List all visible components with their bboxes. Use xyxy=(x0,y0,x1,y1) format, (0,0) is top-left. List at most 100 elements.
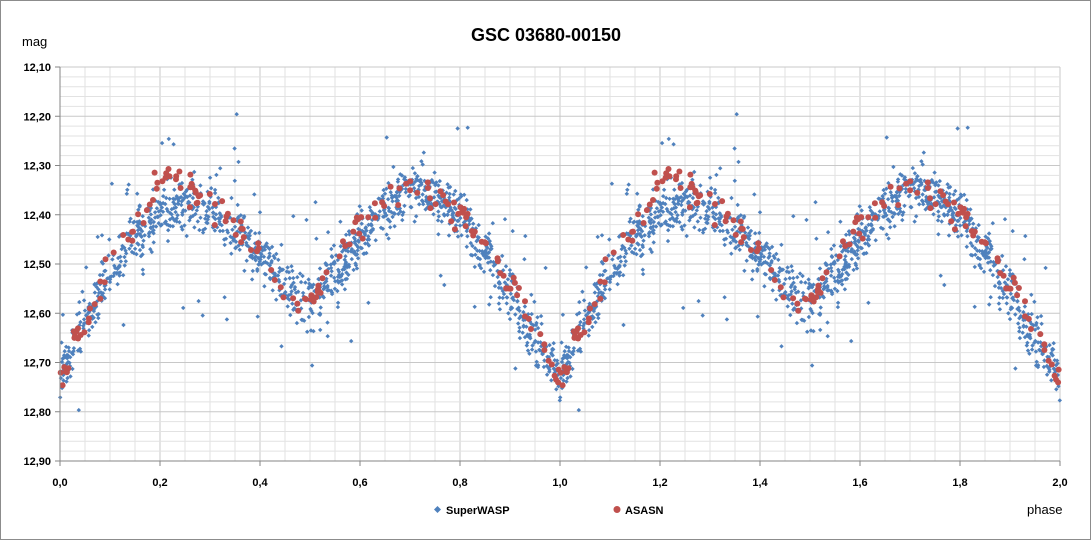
superwasp-point xyxy=(1015,298,1020,304)
superwasp-point xyxy=(715,225,720,230)
asasn-point xyxy=(963,214,970,221)
superwasp-point xyxy=(695,204,700,209)
superwasp-point xyxy=(769,244,775,250)
superwasp-point xyxy=(722,242,727,248)
superwasp-point xyxy=(914,214,919,219)
superwasp-point xyxy=(504,295,510,300)
superwasp-point xyxy=(811,329,816,334)
superwasp-point xyxy=(959,233,964,238)
superwasp-point xyxy=(577,346,583,351)
superwasp-point xyxy=(77,299,82,305)
superwasp-point xyxy=(762,271,767,277)
superwasp-point xyxy=(555,372,560,378)
asasn-point xyxy=(350,228,357,235)
superwasp-point xyxy=(81,323,86,328)
superwasp-point xyxy=(1001,291,1007,297)
superwasp-point xyxy=(435,218,441,223)
asasn-point xyxy=(587,305,593,312)
asasn-point xyxy=(268,267,275,273)
superwasp-point xyxy=(634,219,640,225)
superwasp-point xyxy=(683,189,689,194)
superwasp-point xyxy=(700,230,706,235)
superwasp-point xyxy=(335,288,340,294)
superwasp-point xyxy=(455,218,460,224)
superwasp-point xyxy=(96,315,101,321)
superwasp-point xyxy=(165,238,171,244)
superwasp-point xyxy=(421,150,426,155)
superwasp-point xyxy=(384,232,389,237)
superwasp-point xyxy=(862,231,867,236)
superwasp-point xyxy=(363,241,368,246)
asasn-point xyxy=(630,228,636,235)
superwasp-point xyxy=(732,224,738,229)
superwasp-point xyxy=(709,186,714,191)
superwasp-point xyxy=(731,236,736,241)
superwasp-point xyxy=(1050,347,1055,353)
superwasp-point xyxy=(796,289,801,294)
superwasp-point xyxy=(124,191,129,196)
asasn-point xyxy=(1041,347,1048,353)
asasn-point xyxy=(232,231,239,238)
superwasp-point xyxy=(1044,363,1050,369)
asasn-point xyxy=(823,269,830,276)
superwasp-point xyxy=(618,254,623,259)
superwasp-point xyxy=(900,217,905,223)
superwasp-point xyxy=(647,230,652,235)
asasn-point xyxy=(73,328,80,335)
superwasp-point xyxy=(580,289,585,294)
superwasp-point xyxy=(200,313,205,318)
superwasp-point xyxy=(1050,353,1055,358)
superwasp-point xyxy=(324,262,330,268)
superwasp-point xyxy=(252,255,257,260)
superwasp-point xyxy=(659,205,665,210)
asasn-point xyxy=(427,205,434,212)
superwasp-point xyxy=(671,196,676,201)
superwasp-point xyxy=(529,311,534,317)
superwasp-point xyxy=(968,240,973,246)
superwasp-point xyxy=(527,335,532,340)
superwasp-point xyxy=(609,274,614,279)
superwasp-point xyxy=(762,247,768,252)
superwasp-point xyxy=(314,236,319,241)
superwasp-point xyxy=(612,270,617,276)
superwasp-point xyxy=(402,203,407,208)
superwasp-point xyxy=(718,166,723,171)
superwasp-point xyxy=(524,343,529,348)
superwasp-point xyxy=(1017,329,1022,334)
superwasp-point xyxy=(840,249,845,254)
superwasp-point xyxy=(173,205,179,210)
superwasp-point xyxy=(406,194,411,199)
superwasp-point xyxy=(1033,363,1039,368)
superwasp-point xyxy=(967,222,972,227)
superwasp-point xyxy=(712,190,718,196)
asasn-point xyxy=(879,199,886,206)
asasn-point xyxy=(255,240,262,247)
superwasp-point xyxy=(627,246,632,251)
asasn-point xyxy=(314,288,321,295)
superwasp-point xyxy=(964,244,969,249)
superwasp-point xyxy=(793,290,799,295)
superwasp-point xyxy=(91,308,97,314)
superwasp-point xyxy=(125,187,130,192)
asasn-point xyxy=(319,275,326,282)
superwasp-point xyxy=(571,346,577,351)
superwasp-point xyxy=(295,275,300,280)
superwasp-point xyxy=(1032,299,1037,304)
superwasp-point xyxy=(717,228,723,234)
superwasp-point xyxy=(166,228,171,233)
superwasp-point xyxy=(272,255,277,261)
superwasp-point xyxy=(383,212,389,218)
superwasp-point xyxy=(180,227,185,232)
asasn-point xyxy=(151,169,158,176)
superwasp-point xyxy=(1008,307,1013,312)
superwasp-point xyxy=(566,345,571,350)
superwasp-point xyxy=(722,295,727,300)
asasn-point xyxy=(143,207,150,214)
superwasp-point xyxy=(100,261,106,266)
superwasp-point xyxy=(919,198,925,203)
superwasp-point xyxy=(365,241,370,246)
superwasp-point xyxy=(716,200,721,205)
superwasp-point xyxy=(65,356,70,361)
superwasp-point xyxy=(613,265,618,271)
asasn-point xyxy=(176,168,183,175)
